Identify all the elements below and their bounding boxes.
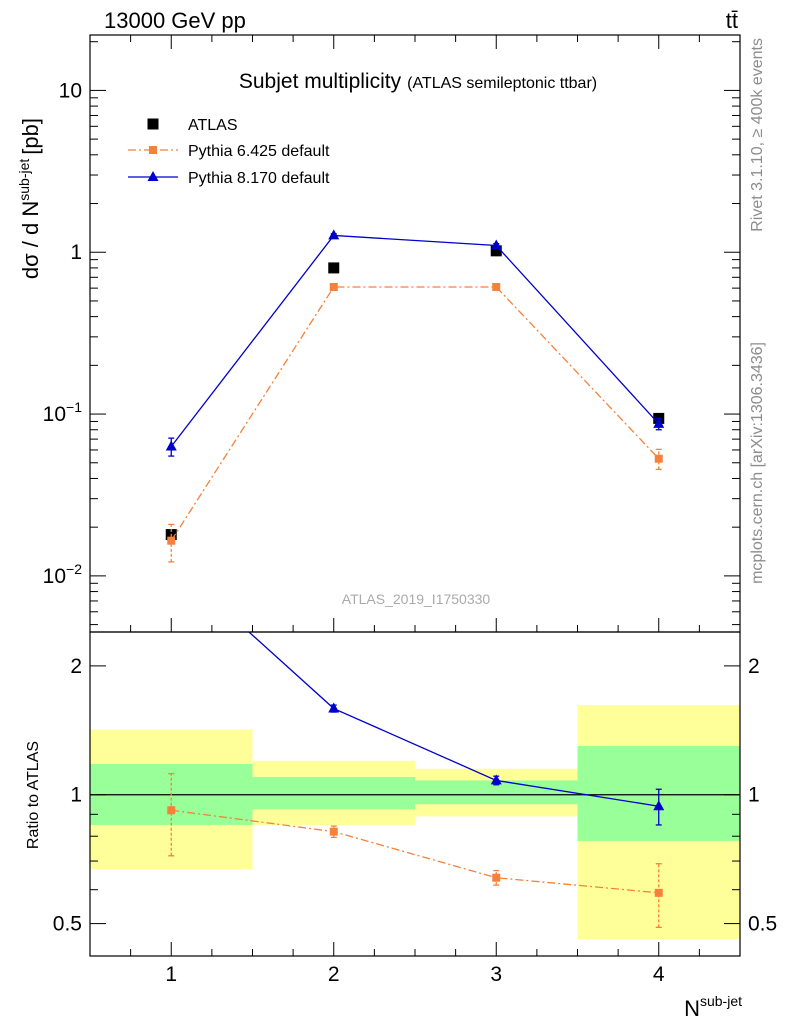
side-label-top: Rivet 3.1.10, ≥ 400k events bbox=[749, 38, 766, 232]
data-point bbox=[329, 282, 338, 291]
data-point bbox=[654, 454, 663, 463]
legend-marker bbox=[147, 171, 159, 181]
y-tick-label: 10−2 bbox=[43, 561, 83, 588]
ratio-line bbox=[247, 632, 659, 807]
legend-marker bbox=[149, 146, 157, 154]
data-point bbox=[328, 262, 340, 274]
main-ylabel: dσ / d Nsub-jet [pb] bbox=[16, 118, 43, 279]
main-plot: 10−2 10−1 1 10 bbox=[43, 34, 741, 633]
legend-marker bbox=[147, 118, 159, 130]
ratio-plot: 0.5 0.5 1 1 2 2 1 2 3 4 bbox=[53, 35, 777, 986]
ratio-series-1 bbox=[247, 632, 665, 826]
ratio-point bbox=[654, 888, 663, 897]
x-tick-label: 1 bbox=[165, 963, 177, 986]
ratio-y-tick-label: 2 bbox=[70, 655, 82, 678]
ratio-y-tick-label-right: 2 bbox=[748, 655, 760, 678]
ratio-y-tick-label: 0.5 bbox=[53, 913, 82, 936]
ratio-point bbox=[167, 806, 176, 815]
ratio-point bbox=[328, 702, 340, 713]
y-tick-label: 10 bbox=[59, 79, 82, 102]
chart-title-sub: (ATLAS semileptonic ttbar) bbox=[407, 75, 597, 92]
data-point bbox=[165, 440, 177, 451]
ratio-y-tick-label: 1 bbox=[70, 784, 82, 807]
chart-title-main: Subjet multiplicity bbox=[239, 70, 402, 93]
header-left: 13000 GeV pp bbox=[104, 8, 246, 33]
data-point bbox=[653, 417, 665, 428]
y-tick-label: 10−1 bbox=[43, 399, 83, 426]
x-tick-label: 3 bbox=[490, 963, 502, 986]
watermark: ATLAS_2019_I1750330 bbox=[342, 591, 491, 607]
ratio-line bbox=[171, 809, 659, 894]
data-point bbox=[328, 229, 340, 240]
legend-label: ATLAS bbox=[188, 117, 238, 134]
main-ylabel-unit: [pb] bbox=[18, 118, 43, 155]
legend-label: Pythia 6.425 default bbox=[188, 143, 330, 160]
chart-title: Subjet multiplicity (ATLAS semileptonic t… bbox=[239, 70, 597, 93]
series-line bbox=[170, 234, 660, 447]
series-0 bbox=[165, 245, 665, 541]
series-2 bbox=[165, 229, 665, 457]
series-1 bbox=[167, 282, 663, 563]
header-right: tt̄ bbox=[726, 8, 738, 33]
legend-label: Pythia 8.170 default bbox=[188, 170, 330, 187]
ratio-ylabel: Ratio to ATLAS bbox=[25, 741, 42, 849]
series-line bbox=[170, 286, 660, 542]
legend-entry: Pythia 8.170 default bbox=[128, 170, 330, 187]
x-tick-label: 4 bbox=[653, 963, 665, 986]
ratio-y-tick-label-right: 1 bbox=[748, 784, 760, 807]
ratio-y-tick-label-right: 0.5 bbox=[748, 913, 777, 936]
legend-entry: ATLAS bbox=[147, 117, 238, 134]
x-tick-label: 2 bbox=[328, 963, 340, 986]
legend-entry: Pythia 6.425 default bbox=[128, 143, 330, 160]
ratio-point bbox=[653, 800, 665, 811]
main-ylabel-main: dσ / d N bbox=[18, 201, 43, 279]
ratio-point bbox=[490, 774, 502, 785]
ratio-xlabel: Nsub-jet bbox=[684, 993, 742, 1021]
ratio-series-0 bbox=[167, 773, 663, 928]
ratio-xlabel-main: N bbox=[684, 996, 700, 1021]
ratio-point bbox=[492, 873, 501, 882]
data-point bbox=[167, 536, 176, 545]
legend: ATLAS Pythia 6.425 default Pythia 8.170 de… bbox=[128, 117, 330, 187]
data-point bbox=[490, 239, 502, 250]
side-label-bottom: mcplots.cern.ch [arXiv:1306.3436] bbox=[749, 342, 766, 584]
ratio-point bbox=[329, 827, 338, 836]
y-tick-label: 1 bbox=[70, 241, 82, 264]
data-point bbox=[492, 282, 501, 291]
main-ylabel-sup: sub-jet bbox=[16, 159, 32, 201]
ratio-xlabel-sup: sub-jet bbox=[700, 993, 742, 1009]
ratio-band-green bbox=[252, 777, 415, 810]
data-point bbox=[490, 245, 502, 257]
